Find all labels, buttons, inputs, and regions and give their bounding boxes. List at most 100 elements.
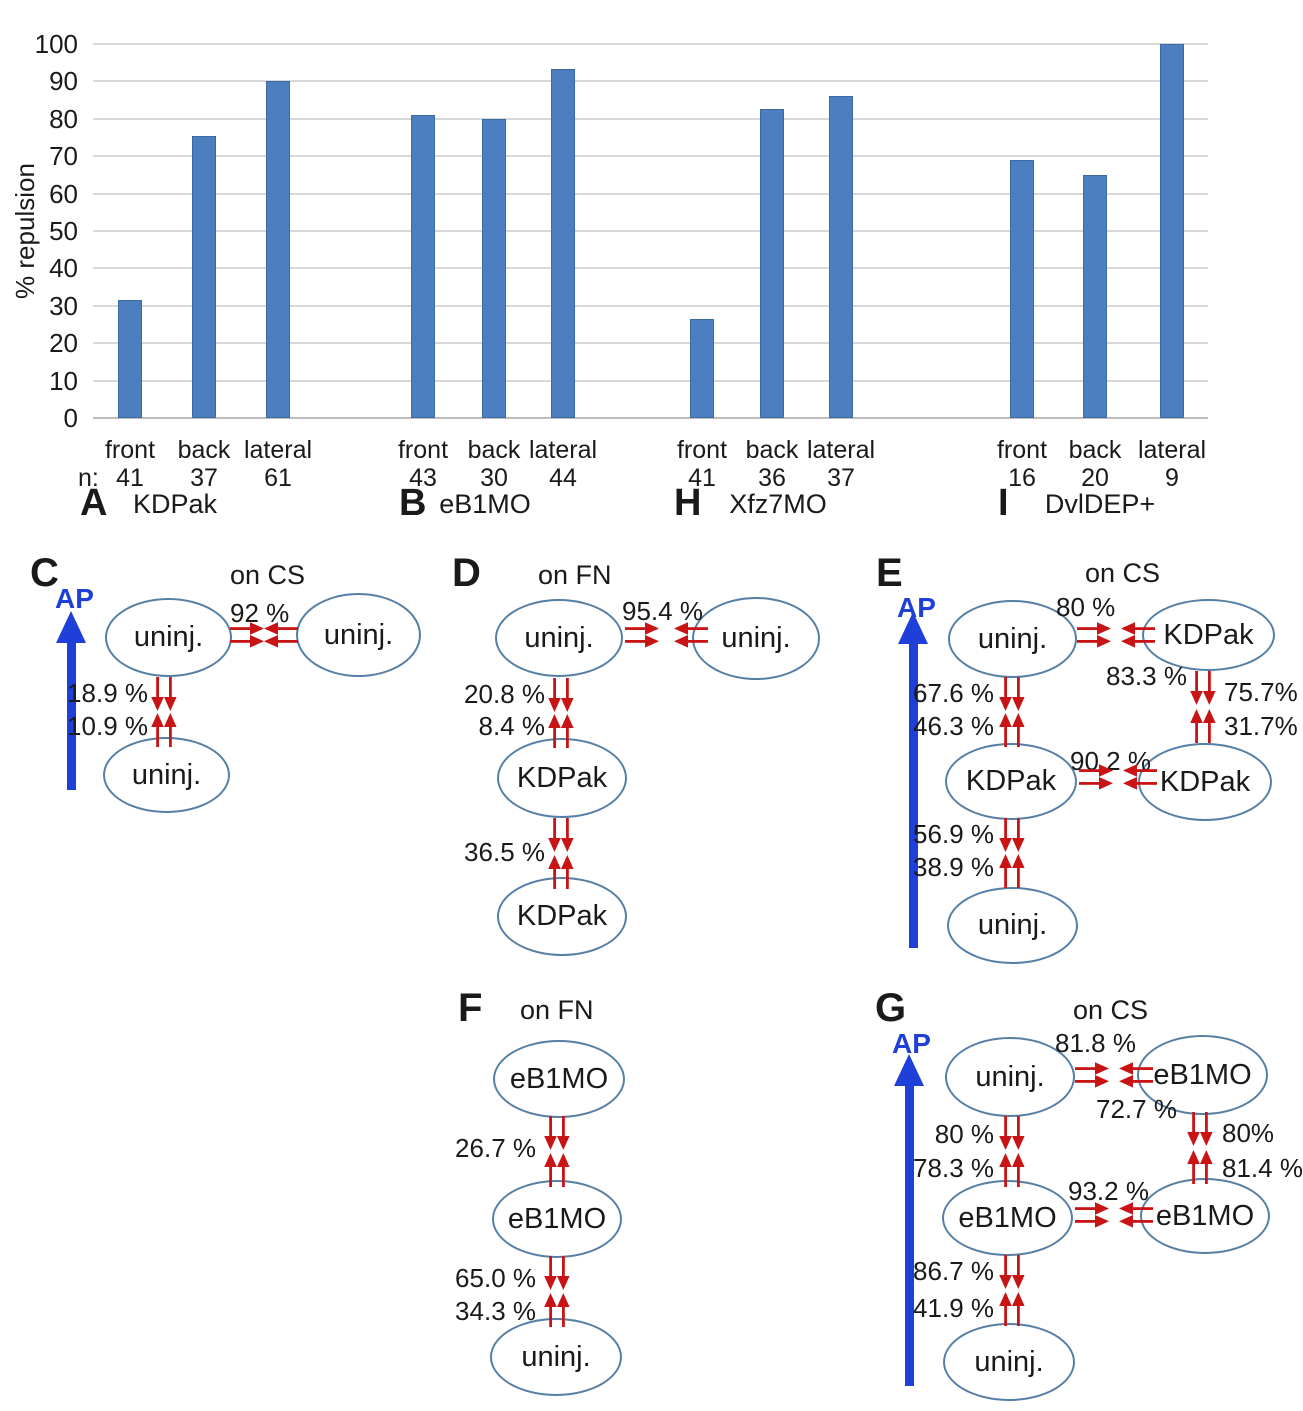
repulsion-arrows-down-icon [544, 1116, 570, 1150]
gridline-60 [93, 192, 1208, 195]
cell-node: uninj. [495, 599, 623, 677]
cell-node: eB1MO [493, 1040, 625, 1118]
condition-label-I: DvlDEP+ [1044, 489, 1156, 519]
chart-panel-letter-H: H [674, 482, 702, 524]
panel-G-title: on CS [1073, 995, 1149, 1025]
panel-G-letter: G [875, 986, 907, 1030]
repulsion-arrows-up-icon [548, 714, 574, 748]
cell-node: uninj. [105, 598, 232, 677]
n-value-I-back: 20 [1081, 464, 1109, 492]
chart-panel-letter-I: I [998, 482, 1009, 524]
cell-node: uninj. [945, 1037, 1075, 1117]
y-tick-50: 50 [49, 216, 78, 246]
n-value-B-back: 30 [480, 464, 508, 492]
ap-axis-arrow [894, 1054, 924, 1386]
cell-node: uninj. [103, 737, 230, 813]
repulsion-arrows-right-icon [625, 622, 659, 648]
y-tick-80: 80 [49, 103, 78, 134]
category-label-H-back: back [745, 436, 799, 464]
pct-label: 75.7% [1224, 677, 1298, 707]
cell-node-label: eB1MO [1153, 1058, 1252, 1091]
panel-F-letter: F [458, 986, 483, 1030]
condition-label-B: eB1MO [439, 489, 531, 519]
cell-node: KDPak [1142, 599, 1275, 671]
ap-arrow-shaft [908, 644, 918, 948]
repulsion-arrows-left-icon [674, 622, 708, 648]
bar-I-back [1083, 174, 1107, 418]
pct-label: 38.9 % [913, 852, 994, 882]
bar-A-back [192, 135, 216, 418]
cell-node: eB1MO [1140, 1178, 1270, 1254]
cell-node-label: KDPak [516, 761, 608, 794]
gridline-100 [93, 43, 1208, 45]
pct-label: 26.7 % [455, 1133, 536, 1163]
category-label-H-lateral: lateral [806, 436, 876, 464]
repulsion-arrows-down-icon [548, 678, 574, 712]
cell-node: uninj. [296, 593, 421, 677]
n-value-H-lateral: 37 [827, 464, 855, 492]
cell-node: eB1MO [942, 1180, 1073, 1256]
panel-E-title: on CS [1085, 558, 1161, 588]
cell-node-label: uninj. [977, 622, 1048, 655]
bar-B-back [482, 118, 506, 418]
pct-label: 56.9 % [913, 819, 994, 849]
panel-F-title: on FN [520, 995, 594, 1025]
y-tick-30: 30 [49, 290, 78, 321]
cell-node-label: KDPak [516, 900, 608, 932]
bar-A-front [118, 300, 142, 418]
cell-node-label: uninj. [721, 622, 791, 654]
n-value-I-front: 16 [1008, 464, 1036, 492]
panel-E-letter: E [876, 551, 903, 595]
gridline-30 [93, 304, 1208, 307]
pct-label: 92 % [230, 598, 290, 628]
y-tick-0: 0 [63, 403, 78, 433]
category-label-I-back: back [1068, 436, 1122, 464]
gridline-20 [93, 342, 1208, 345]
pct-label: 81.4 % [1222, 1153, 1303, 1183]
cell-node-label: uninj. [974, 1345, 1044, 1378]
bar-B-lateral [551, 69, 575, 418]
repulsion-arrows-left-icon [1121, 622, 1155, 648]
cell-node-label: KDPak [1159, 765, 1251, 798]
gridline-50 [93, 230, 1208, 232]
pct-label: 83.3 % [1106, 661, 1187, 691]
cell-node: eB1MO [492, 1180, 622, 1258]
y-tick-90: 90 [49, 66, 78, 97]
cell-node-label: uninj. [977, 909, 1048, 941]
panel-C-ap-label: AP [55, 583, 94, 614]
cell-node: uninj. [947, 887, 1078, 964]
repulsion-arrows-up-icon [999, 713, 1025, 747]
ap-arrow-shaft [66, 643, 76, 790]
cell-node: KDPak [497, 738, 627, 818]
n-value-H-front: 41 [688, 464, 716, 492]
y-tick-60: 60 [49, 178, 78, 209]
pct-label: 46.3 % [913, 711, 994, 741]
repulsion-arrows-down-icon [999, 1255, 1025, 1289]
pct-label: 95.4 % [622, 596, 703, 626]
pct-label: 93.2 % [1068, 1176, 1149, 1206]
repulsion-arrows-down-icon [999, 1116, 1025, 1150]
repulsion-arrows-down-icon [544, 1256, 570, 1290]
category-label-H-front: front [676, 436, 728, 464]
ap-arrowhead [56, 611, 86, 643]
category-label-B-lateral: lateral [528, 436, 598, 464]
repulsion-arrows-right-icon [230, 622, 264, 648]
cell-node-label: KDPak [965, 765, 1057, 797]
repulsion-arrows-right-icon [1077, 622, 1111, 648]
gridline-70 [93, 155, 1208, 158]
bar-B-front [411, 115, 435, 418]
category-label-B-front: front [397, 436, 449, 464]
repulsion-arrows-down-icon [1187, 1112, 1213, 1146]
cell-node: eB1MO [1137, 1035, 1268, 1115]
pct-label: 34.3 % [455, 1296, 536, 1326]
pct-label: 86.7 % [913, 1256, 994, 1286]
pct-label: 72.7 % [1096, 1094, 1177, 1124]
chart-panel-letter-B: B [399, 482, 427, 524]
condition-label-H: Xfz7MO [729, 489, 827, 519]
pct-label: 10.9 % [67, 711, 148, 741]
repulsion-arrows-right-icon [1075, 1062, 1109, 1088]
cell-node-label: uninj. [323, 618, 394, 651]
repulsion-arrows-left-icon [1119, 1062, 1153, 1088]
pct-label: 31.7% [1224, 711, 1298, 741]
category-label-I-lateral: lateral [1137, 436, 1207, 464]
